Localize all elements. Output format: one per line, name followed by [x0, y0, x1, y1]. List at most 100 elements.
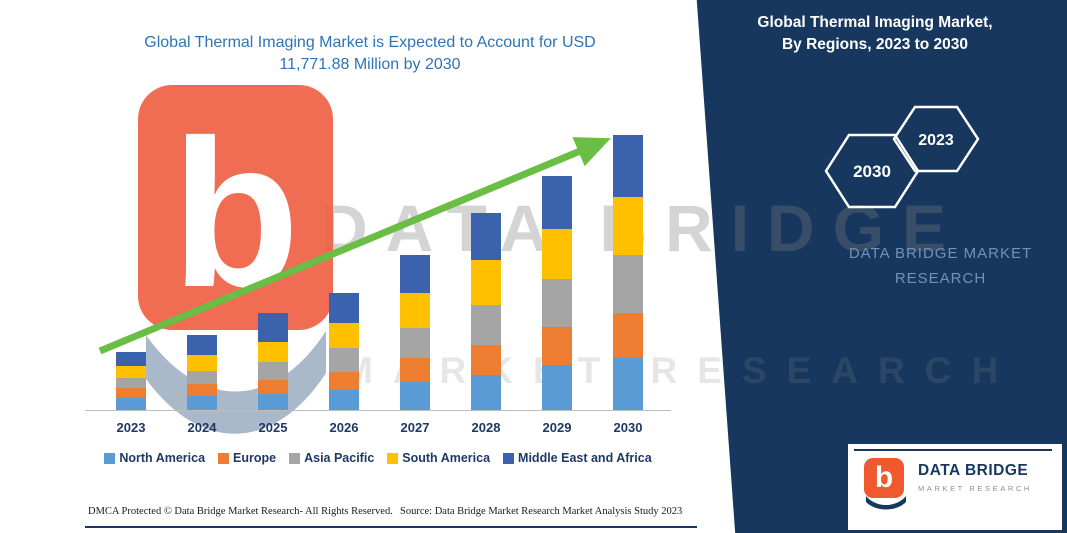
hexagon-2023-label: 2023: [918, 132, 954, 149]
bar-segment: [400, 292, 430, 329]
brand-logo-swoosh-icon: [866, 496, 906, 510]
bar-segment: [329, 372, 359, 391]
bar-segment: [613, 255, 643, 314]
bar-segment: [116, 365, 146, 378]
legend-label: South America: [402, 451, 491, 465]
chart-title: Global Thermal Imaging Market is Expecte…: [95, 32, 645, 76]
bar-segment: [613, 358, 643, 410]
bottom-divider: [85, 526, 697, 528]
legend-label: North America: [119, 451, 206, 465]
legend-label: Europe: [233, 451, 277, 465]
legend-label: Middle East and Africa: [518, 451, 652, 465]
brand-logo-card: b DATA BRIDGE MARKET RESEARCH: [848, 444, 1062, 530]
bar-segment: [400, 381, 430, 410]
bar-segment: [471, 344, 501, 375]
bar-segment: [471, 213, 501, 261]
dmca-notice: DMCA Protected © Data Bridge Market Rese…: [88, 506, 393, 517]
x-tick-label: 2025: [258, 420, 288, 435]
panel-brand-line2: RESEARCH: [894, 270, 987, 287]
x-tick-label: 2030: [613, 420, 643, 435]
panel-title-line2: By Regions, 2023 to 2030: [781, 36, 969, 53]
chart-title-line1: Global Thermal Imaging Market is Expecte…: [144, 34, 596, 51]
bar-segment: [187, 335, 217, 356]
bar-segment: [613, 135, 643, 198]
legend-item: Europe: [218, 451, 276, 465]
bar-segment: [471, 374, 501, 410]
legend-swatch: [503, 452, 515, 464]
bar-segment: [542, 229, 572, 280]
bar-2027: [400, 255, 430, 410]
bar-2029: [542, 176, 572, 410]
bar-segment: [542, 327, 572, 366]
bar-segment: [187, 383, 217, 396]
plot-area: [85, 135, 671, 411]
bar-2024: [187, 335, 217, 410]
hexagon-2023-icon: [892, 105, 980, 173]
legend-item: South America: [387, 451, 490, 465]
panel-title-line1: Global Thermal Imaging Market,: [757, 14, 993, 31]
bar-segment: [258, 379, 288, 394]
bar-segment: [116, 377, 146, 388]
bar-segment: [258, 342, 288, 362]
bar-2023: [116, 351, 146, 410]
bar-segment: [613, 197, 643, 256]
x-tick-label: 2023: [116, 420, 146, 435]
bar-segment: [329, 348, 359, 373]
bar-segment: [329, 323, 359, 349]
brand-logo-text: DATA BRIDGE MARKET RESEARCH: [918, 462, 1032, 493]
logo-card-rule: [854, 449, 1052, 451]
legend-label: Asia Pacific: [304, 451, 375, 465]
x-tick-label: 2028: [471, 420, 501, 435]
x-tick-label: 2026: [329, 420, 359, 435]
brand-name: DATA BRIDGE: [918, 462, 1029, 479]
bar-segment: [542, 365, 572, 410]
watermark-subtext: MARKET RESEARCH: [342, 350, 1019, 391]
legend-item: Middle East and Africa: [503, 451, 652, 465]
bar-segment: [329, 293, 359, 324]
bar-segment: [258, 394, 288, 410]
legend-item: Asia Pacific: [289, 451, 374, 465]
x-tick-label: 2027: [400, 420, 430, 435]
bar-segment: [187, 371, 217, 384]
bar-segment: [258, 362, 288, 380]
source-note: Source: Data Bridge Market Research Mark…: [400, 506, 683, 517]
year-hexagons: 2030 2023: [824, 105, 980, 209]
brand-subtitle: MARKET RESEARCH: [918, 484, 1032, 493]
legend-item: North America: [104, 451, 205, 465]
bar-2030: [613, 135, 643, 410]
bar-segment: [400, 255, 430, 293]
panel-title: Global Thermal Imaging Market, By Region…: [725, 12, 1025, 56]
bar-segment: [116, 351, 146, 366]
bar-2026: [329, 293, 359, 410]
legend-swatch: [289, 452, 301, 464]
bar-segment: [116, 397, 146, 410]
legend-swatch: [218, 452, 230, 464]
bar-segment: [613, 313, 643, 359]
legend-swatch: [104, 452, 116, 464]
x-tick-label: 2029: [542, 420, 572, 435]
bar-segment: [542, 176, 572, 230]
bar-segment: [400, 358, 430, 382]
bar-segment: [258, 313, 288, 343]
bar-segment: [187, 395, 217, 410]
bar-segment: [329, 390, 359, 410]
legend-swatch: [387, 452, 399, 464]
bar-segment: [187, 355, 217, 372]
bar-2025: [258, 313, 288, 410]
brand-logo: b: [864, 458, 908, 512]
bar-2028: [471, 213, 501, 410]
chart-legend: North America Europe Asia Pacific South Ame…: [85, 451, 671, 465]
bar-segment: [542, 279, 572, 328]
bar-segment: [400, 328, 430, 359]
hexagon-2030-label: 2030: [853, 162, 891, 181]
x-tick-label: 2024: [187, 420, 217, 435]
bar-segment: [471, 260, 501, 306]
chart-title-line2: 11,771.88 Million by 2030: [279, 56, 461, 73]
panel-brand-text: DATA BRIDGE MARKET RESEARCH: [838, 241, 1043, 291]
bar-segment: [471, 305, 501, 345]
panel-brand-line1: DATA BRIDGE MARKET: [848, 245, 1033, 262]
brand-logo-icon: b: [864, 458, 904, 498]
bar-segment: [116, 387, 146, 398]
x-axis-labels: 2023 2024 2025 2026 2027 2028 2029 2030: [85, 420, 671, 440]
